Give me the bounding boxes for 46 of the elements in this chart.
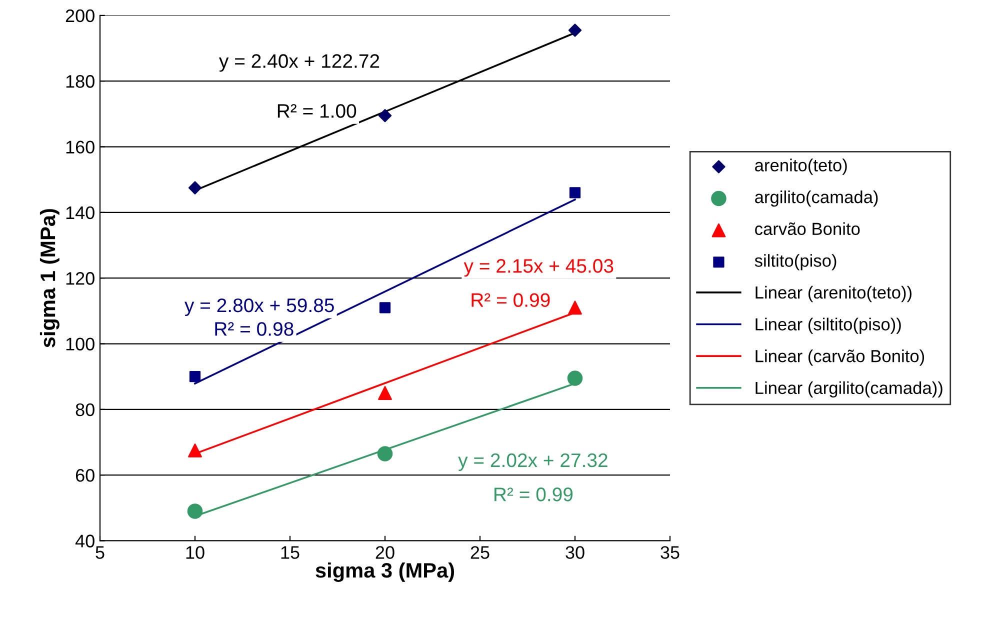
point (379, 302, 391, 314)
annotation: R² = 1.00 (278, 104, 356, 118)
annotation: R² = 0.99 (494, 488, 573, 502)
legend-label: Linear (arenito(teto)) (756, 286, 912, 302)
y-tick-label: 140 (66, 206, 94, 220)
point (188, 181, 202, 194)
point (568, 300, 582, 315)
point (378, 386, 392, 400)
x-tick-label: 35 (660, 546, 680, 559)
point (378, 109, 392, 122)
legend-label: carvão Bonito (755, 222, 860, 236)
x-tick-label: 20 (376, 546, 394, 559)
y-tick-label: 60 (76, 469, 94, 482)
annotation: y = 2.15x + 45.03 (464, 259, 614, 277)
y-tick-label: 40 (75, 534, 94, 548)
point (567, 370, 583, 386)
x-tick-label: 5 (96, 546, 104, 559)
point (188, 444, 202, 458)
legend-label: Linear (argilito(camada)) (756, 381, 942, 398)
y-tick-label: 160 (66, 140, 94, 154)
point (568, 24, 582, 37)
x-tick-label: 10 (186, 546, 204, 559)
point (569, 187, 581, 198)
annotation: y = 2.02x + 27.32 (458, 453, 608, 472)
y-tick-label: 180 (66, 75, 94, 88)
legend-label: Linear (siltito(piso)) (756, 318, 901, 334)
legend-label: arenito(teto) (755, 158, 847, 175)
y-tick-label: 80 (76, 403, 94, 416)
annotation: y = 2.40x + 122.72 (219, 54, 380, 72)
point (187, 504, 203, 519)
x-axis-title: sigma 3 (MPa) (316, 562, 454, 582)
annotation: y = 2.80x + 59.85 (184, 298, 334, 316)
point (377, 446, 393, 462)
y-tick-label: 120 (66, 272, 94, 285)
point (189, 371, 201, 382)
legend-label: Linear (carvão Bonito) (756, 350, 924, 366)
x-tick-label: 25 (470, 546, 490, 559)
annotation: R² = 0.98 (215, 322, 294, 336)
legend-label: argilito(camada) (755, 190, 878, 207)
x-tick-label: 15 (281, 546, 300, 559)
y-tick-label: 200 (66, 9, 94, 22)
y-axis-title: sigma 1 (MPa) (40, 209, 60, 348)
y-tick-label: 100 (66, 338, 94, 350)
x-tick-label: 30 (566, 546, 584, 559)
annotation: R² = 0.99 (472, 293, 550, 307)
legend-label: siltito(piso) (754, 254, 836, 270)
